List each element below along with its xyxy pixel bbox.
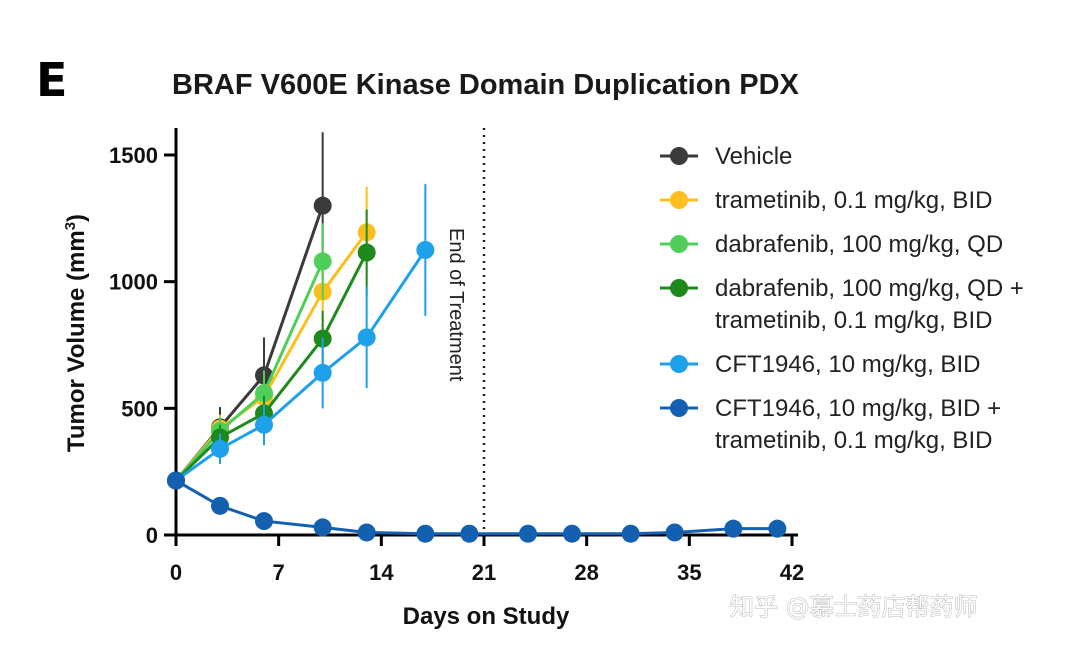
legend-label: trametinib, 0.1 mg/kg, BID [715,427,992,454]
data-point [768,519,787,538]
series-3 [167,209,376,490]
data-point [357,328,376,347]
x-axis-label: Days on Study [403,603,570,630]
x-tick-label: 28 [574,560,598,585]
x-tick-label: 7 [273,560,285,585]
end-of-treatment-label: End of Treatment [445,228,467,382]
data-point [460,524,479,543]
series-0 [167,132,332,490]
legend-label: CFT1946, 10 mg/kg, BID [715,351,980,378]
data-point [211,439,229,458]
data-point [519,524,537,543]
series-line [174,260,325,482]
legend-label: trametinib, 0.1 mg/kg, BID [715,307,992,334]
y-tick-label: 1000 [109,270,158,295]
series-line [174,205,325,482]
data-point [563,524,581,543]
legend-swatch-marker [670,235,688,253]
data-point [255,415,273,434]
plot-area [167,132,787,543]
x-tick-label: 35 [677,560,701,585]
axes: 0 500 1000 1500 0 7 14 21 28 35 42 End of Treatment [109,128,804,585]
x-tick-label: 14 [369,560,394,585]
panel-label: E [36,53,67,107]
data-point [313,196,332,215]
data-point [167,471,185,490]
data-point [313,363,332,382]
y-axis-label: Tumor Volume (mm3) [62,214,90,452]
data-point [665,523,684,542]
watermark: 知乎 @慕士药店帮药师 [730,593,978,621]
legend-item-3: dabrafenib, 100 mg/kg, QD + trametinib, 0… [660,275,1024,334]
y-tick-label: 1500 [109,143,158,168]
data-point [357,523,376,542]
data-point [211,496,229,515]
legend-swatch-marker [670,147,688,165]
legend-item-2: dabrafenib, 100 mg/kg, QD [660,231,1003,258]
series-1 [167,186,376,490]
data-point [313,252,332,271]
x-tick-label: 42 [780,560,804,585]
data-point [416,241,435,259]
legend-label: dabrafenib, 100 mg/kg, QD [715,231,1003,258]
data-point [313,518,332,537]
y-axis-label-exponent: 3 [62,222,79,230]
legend-label: Vehicle [715,143,792,170]
legend-label: dabrafenib, 100 mg/kg, QD + [715,275,1024,302]
chart-title: BRAF V600E Kinase Domain Duplication PDX [172,69,800,101]
legend-item-1: trametinib, 0.1 mg/kg, BID [660,187,992,214]
legend-swatch-marker [670,355,688,373]
x-tick-label: 0 [170,560,182,585]
data-point [357,243,376,262]
y-tick-label: 0 [146,523,158,548]
legend-label: CFT1946, 10 mg/kg, BID + [715,395,1001,422]
data-point [621,524,640,543]
legend-swatch-marker [670,399,688,417]
series-5 [167,471,787,543]
data-point [255,384,273,403]
legend-item-0: Vehicle [660,143,792,170]
legend-item-4: CFT1946, 10 mg/kg, BID [660,351,980,378]
legend-swatch-marker [670,279,688,297]
data-point [724,519,743,538]
x-tick-label: 21 [472,560,496,585]
y-axis-label-close: ) [63,214,90,222]
legend-item-5: CFT1946, 10 mg/kg, BID + trametinib, 0.1 … [660,395,1001,454]
y-tick-label: 500 [121,396,158,421]
data-point [416,524,435,543]
legend-label: trametinib, 0.1 mg/kg, BID [715,187,992,214]
data-point [255,512,273,531]
y-axis-label-main: Tumor Volume (mm [63,230,90,452]
legend-swatch-marker [670,191,688,209]
series-line [175,249,427,482]
